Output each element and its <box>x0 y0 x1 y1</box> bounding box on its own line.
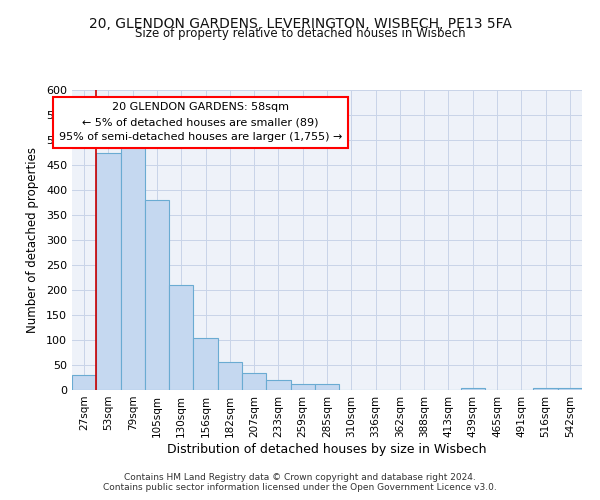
Bar <box>290 384 315 390</box>
Bar <box>72 375 96 390</box>
Bar <box>533 388 558 390</box>
Bar <box>193 338 218 390</box>
Bar <box>242 372 266 390</box>
Bar <box>121 142 145 390</box>
Bar <box>315 384 339 390</box>
Bar <box>169 285 193 390</box>
Bar <box>461 388 485 390</box>
Text: Contains public sector information licensed under the Open Government Licence v3: Contains public sector information licen… <box>103 484 497 492</box>
Y-axis label: Number of detached properties: Number of detached properties <box>26 147 39 333</box>
Bar <box>145 200 169 390</box>
Text: Contains HM Land Registry data © Crown copyright and database right 2024.: Contains HM Land Registry data © Crown c… <box>124 474 476 482</box>
Text: 20 GLENDON GARDENS: 58sqm
← 5% of detached houses are smaller (89)
95% of semi-d: 20 GLENDON GARDENS: 58sqm ← 5% of detach… <box>59 102 343 142</box>
Bar <box>266 380 290 390</box>
Text: Size of property relative to detached houses in Wisbech: Size of property relative to detached ho… <box>134 28 466 40</box>
Bar <box>558 388 582 390</box>
Bar <box>218 362 242 390</box>
Bar <box>96 153 121 390</box>
Text: 20, GLENDON GARDENS, LEVERINGTON, WISBECH, PE13 5FA: 20, GLENDON GARDENS, LEVERINGTON, WISBEC… <box>89 18 511 32</box>
X-axis label: Distribution of detached houses by size in Wisbech: Distribution of detached houses by size … <box>167 442 487 456</box>
